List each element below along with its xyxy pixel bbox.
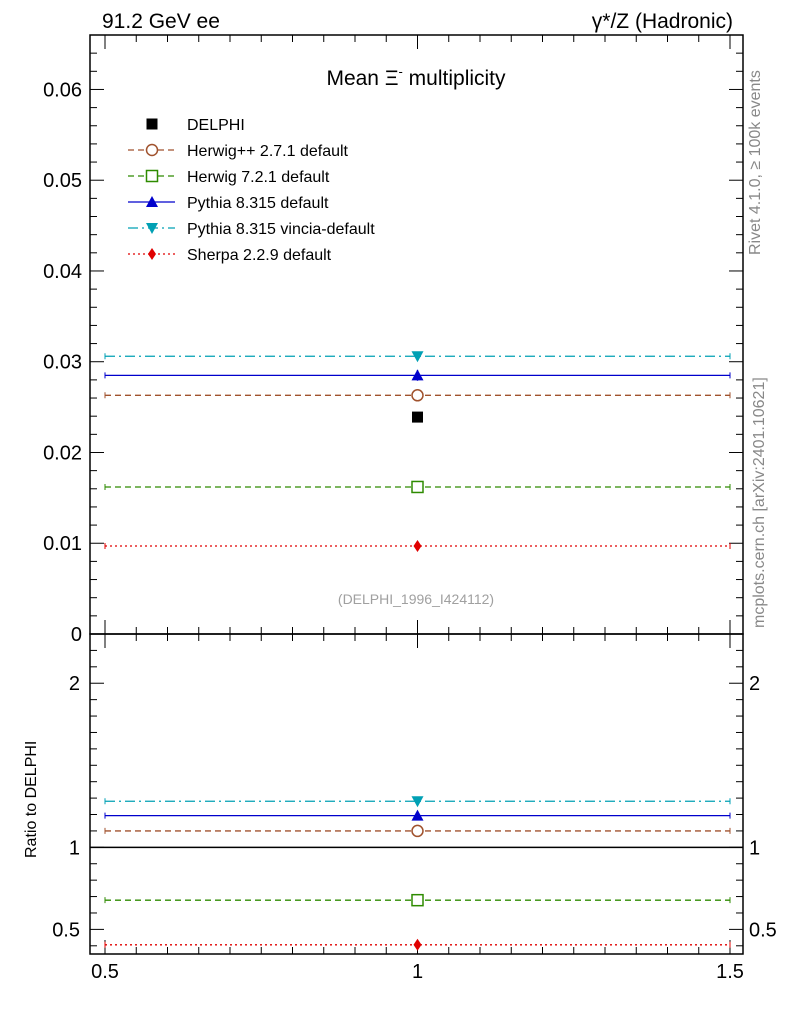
y-tick-label: 0.06 [43,79,82,101]
legend-marker [145,143,159,157]
ratio-y-tick-label: 0.5 [52,919,80,941]
legend-marker [145,169,159,183]
energy-label: 91.2 GeV ee [102,10,220,33]
ratio-axis-ticks: 0.5 0.5 1 1 2 2 0.5 1 1.5 [52,634,777,983]
main-data-marks [104,351,731,552]
data-point [411,351,424,363]
process-label: γ*/Z (Hadronic) [592,10,733,33]
legend-label: Sherpa 2.2.9 default [187,247,332,264]
legend: DELPHI Herwig++ 2.7.1 default Herwig 7.2.1… [128,117,375,264]
ratio-y-tick-label-right: 2 [749,673,760,695]
y-tick-label: 0.01 [43,533,82,555]
data-point [411,389,424,402]
ratio-axis-label: Ratio to DELPHI [23,741,40,858]
legend-label: Pythia 8.315 default [187,195,329,212]
ratio-point [413,938,422,951]
ratio-y-tick-label: 2 [69,673,80,695]
ratio-panel-frame [89,633,744,955]
x-tick-label: 1 [412,961,423,983]
main-axis-ticks: 0 0.01 0.02 0.03 0.04 0.05 0.06 [43,35,743,646]
ratio-point [411,809,424,821]
x-tick-label: 0.5 [91,961,119,983]
y-tick-label: 0.04 [43,261,82,283]
ratio-data-marks [104,796,731,951]
y-tick-label: 0.05 [43,170,82,192]
data-point [413,539,422,552]
data-point [412,411,423,423]
legend-marker [146,118,158,130]
legend-marker [146,223,158,234]
ratio-point [411,824,424,838]
data-point [411,480,424,494]
legend-label: Herwig 7.2.1 default [187,169,330,186]
legend-label: DELPHI [187,117,245,134]
ratio-y-tick-label-right: 0.5 [749,919,777,941]
mcplots-reference-label: mcplots.cern.ch [arXiv:2401.10621] [751,377,768,628]
rivet-version-label: Rivet 4.1.0, ≥ 100k events [747,70,764,255]
ratio-point [411,796,424,808]
legend-label: Pythia 8.315 vincia-default [187,221,375,238]
ratio-point [411,893,424,907]
ratio-y-tick-label-right: 1 [749,837,760,859]
legend-label: Herwig++ 2.7.1 default [187,143,349,160]
y-tick-label: 0.03 [43,352,82,374]
x-tick-label: 1.5 [716,961,744,983]
analysis-watermark: (DELPHI_1996_I424112) [338,591,494,607]
y-tick-label: 0 [71,624,82,646]
y-tick-label: 0.02 [43,442,82,464]
data-point [411,369,424,381]
legend-marker [146,196,158,207]
chart-title: Mean Ξ- multiplicity [326,64,506,90]
legend-marker [148,248,156,260]
ratio-y-tick-label: 1 [69,837,80,859]
